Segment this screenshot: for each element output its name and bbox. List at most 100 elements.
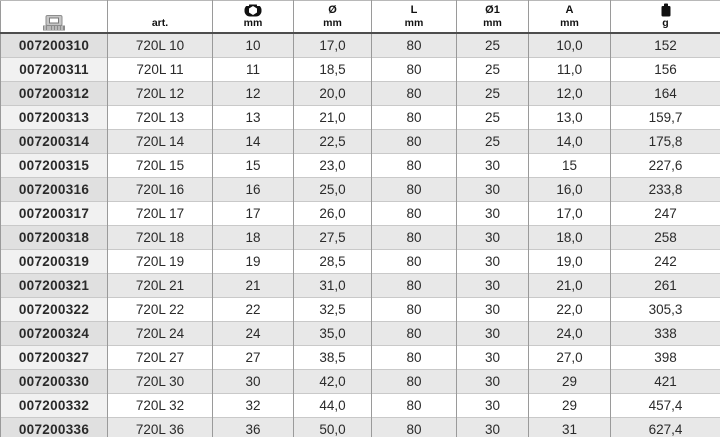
value-cell: 720L 10 [107,32,213,58]
header-unit: art. [151,16,169,29]
value-cell: 80 [371,321,457,346]
value-cell: 30 [456,417,529,437]
value-cell: 30 [456,153,529,178]
value-cell: 32,5 [293,297,372,322]
product-code-cell: 007200311 [0,57,108,82]
value-cell: 44,0 [293,393,372,418]
value-cell: 720L 30 [107,369,213,394]
value-cell: 11,0 [528,57,611,82]
socket-icon [244,3,262,17]
product-code-cell: 007200324 [0,321,108,346]
value-cell: 80 [371,297,457,322]
value-cell: 720L 21 [107,273,213,298]
header-unit: mm [560,16,579,29]
value-cell: 720L 22 [107,297,213,322]
value-cell: 720L 12 [107,81,213,106]
value-cell: 30 [456,177,529,202]
value-cell: 10 [212,32,294,58]
table-row: 007200317 720L 17 17 26,0 80 30 17,0 247 [0,201,720,226]
value-cell: 19,0 [528,249,611,274]
value-cell: 720L 32 [107,393,213,418]
value-cell: 21,0 [528,273,611,298]
value-cell: 80 [371,177,457,202]
header-unit: g [662,16,669,29]
header-symbol: Ø1 [485,3,500,16]
value-cell: 30 [456,345,529,370]
value-cell: 19 [212,249,294,274]
header-symbol: A [565,3,574,16]
value-cell: 80 [371,417,457,437]
value-cell: 22,5 [293,129,372,154]
value-cell: 12 [212,81,294,106]
value-cell: 17,0 [528,201,611,226]
table-row: 007200336 720L 36 36 50,0 80 30 31 627,4 [0,417,720,437]
value-cell: 22,0 [528,297,611,322]
value-cell: 80 [371,393,457,418]
table-row: 007200310 720L 10 10 17,0 80 25 10,0 152 [0,32,720,58]
value-cell: 18,5 [293,57,372,82]
value-cell: 627,4 [610,417,720,437]
barcode-label-icon [42,15,66,31]
header-unit: mm [404,16,424,29]
value-cell: 720L 15 [107,153,213,178]
value-cell: 30 [456,297,529,322]
value-cell: 24,0 [528,321,611,346]
value-cell: 152 [610,32,720,58]
value-cell: 35,0 [293,321,372,346]
value-cell: 31 [528,417,611,437]
product-code-cell: 007200330 [0,369,108,394]
value-cell: 159,7 [610,105,720,130]
table-row: 007200316 720L 16 16 25,0 80 30 16,0 233,8 [0,177,720,202]
header-unit: mm [483,16,502,29]
value-cell: 50,0 [293,417,372,437]
table-row: 007200327 720L 27 27 38,5 80 30 27,0 398 [0,345,720,370]
value-cell: 25 [456,57,529,82]
table-row: 007200319 720L 19 19 28,5 80 30 19,0 242 [0,249,720,274]
product-code-cell: 007200317 [0,201,108,226]
value-cell: 80 [371,345,457,370]
value-cell: 14,0 [528,129,611,154]
table-row: 007200321 720L 21 21 31,0 80 30 21,0 261 [0,273,720,298]
product-code-cell: 007200316 [0,177,108,202]
header-symbol: Ø [328,3,337,16]
value-cell: 16 [212,177,294,202]
header-unit: mm [323,16,342,29]
value-cell: 80 [371,105,457,130]
value-cell: 21 [212,273,294,298]
value-cell: 233,8 [610,177,720,202]
value-cell: 720L 14 [107,129,213,154]
product-code-cell: 007200332 [0,393,108,418]
value-cell: 421 [610,369,720,394]
value-cell: 23,0 [293,153,372,178]
table-row: 007200315 720L 15 15 23,0 80 30 15 227,6 [0,153,720,178]
value-cell: 80 [371,369,457,394]
header-symbol: L [410,3,418,16]
value-cell: 720L 11 [107,57,213,82]
product-code-cell: 007200327 [0,345,108,370]
value-cell: 12,0 [528,81,611,106]
value-cell: 27 [212,345,294,370]
value-cell: 80 [371,81,457,106]
value-cell: 27,0 [528,345,611,370]
value-cell: 25,0 [293,177,372,202]
value-cell: 18,0 [528,225,611,250]
table-row: 007200330 720L 30 30 42,0 80 30 29 421 [0,369,720,394]
value-cell: 720L 17 [107,201,213,226]
value-cell: 15 [212,153,294,178]
value-cell: 16,0 [528,177,611,202]
value-cell: 13 [212,105,294,130]
value-cell: 29 [528,369,611,394]
value-cell: 28,5 [293,249,372,274]
product-code-cell: 007200310 [0,32,108,58]
value-cell: 30 [456,201,529,226]
value-cell: 720L 13 [107,105,213,130]
value-cell: 20,0 [293,81,372,106]
value-cell: 30 [456,249,529,274]
column-header-1: art. [107,0,213,34]
value-cell: 720L 16 [107,177,213,202]
value-cell: 42,0 [293,369,372,394]
column-header-7: g [610,0,720,34]
value-cell: 21,0 [293,105,372,130]
value-cell: 720L 19 [107,249,213,274]
